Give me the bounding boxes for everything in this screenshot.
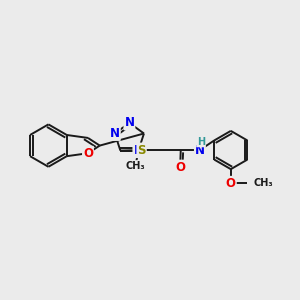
Text: N: N <box>134 144 143 157</box>
Text: O: O <box>175 160 185 174</box>
Text: S: S <box>137 143 146 157</box>
Text: O: O <box>83 147 93 160</box>
Text: CH₃: CH₃ <box>126 161 145 171</box>
Text: O: O <box>226 177 236 190</box>
Text: N: N <box>124 116 134 129</box>
Text: H: H <box>197 137 205 147</box>
Text: N: N <box>110 127 120 140</box>
Text: N: N <box>195 143 205 157</box>
Text: CH₃: CH₃ <box>254 178 273 188</box>
